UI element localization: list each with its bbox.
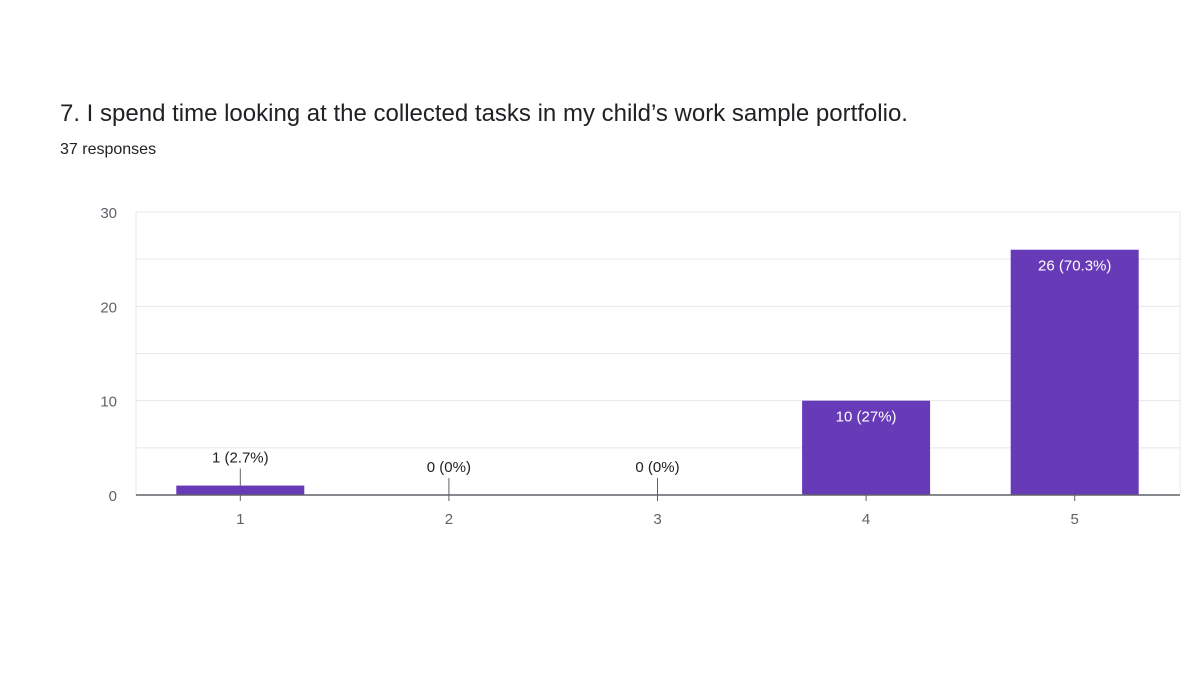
data-label: 0 (0%)	[635, 459, 679, 476]
y-tick-label: 0	[109, 488, 117, 505]
data-label: 1 (2.7%)	[212, 450, 269, 467]
x-tick-label: 4	[862, 511, 870, 528]
y-tick-label: 10	[100, 394, 117, 411]
data-label: 10 (27%)	[836, 409, 897, 426]
y-tick-label: 20	[100, 299, 117, 316]
y-tick-label: 30	[100, 205, 117, 222]
x-tick-label: 1	[236, 511, 244, 528]
question-title: 7. I spend time looking at the collected…	[60, 100, 908, 127]
data-label: 26 (70.3%)	[1038, 258, 1111, 275]
response-count: 37 responses	[60, 141, 157, 158]
bar	[176, 485, 305, 495]
bar	[1010, 249, 1139, 495]
x-tick-label: 2	[445, 511, 453, 528]
x-tick-label: 3	[653, 511, 661, 528]
x-tick-label: 5	[1071, 511, 1079, 528]
bar	[802, 400, 931, 495]
data-label: 0 (0%)	[427, 459, 471, 476]
